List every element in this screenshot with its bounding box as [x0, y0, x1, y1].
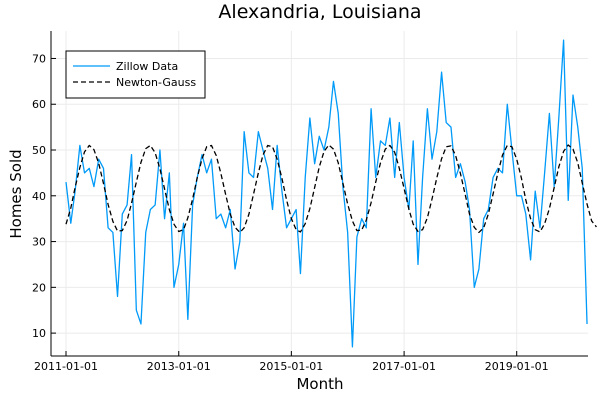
y-tick-label: 40 [32, 190, 46, 203]
x-axis-title: Month [296, 375, 343, 393]
legend: Zillow Data Newton-Gauss [65, 50, 206, 99]
y-axis-title: Homes Sold [7, 149, 25, 238]
y-tick-label: 20 [32, 281, 46, 294]
y-tick-label: 60 [32, 98, 46, 111]
y-tick-label: 10 [32, 327, 46, 340]
x-tick-label: 2017-01-01 [372, 360, 436, 373]
series-layer [65, 39, 597, 348]
chart-title: Alexandria, Louisiana [218, 1, 421, 23]
y-tick-label: 50 [32, 144, 46, 157]
x-tick-label: 2015-01-01 [259, 360, 323, 373]
x-tick-label: 2019-01-01 [485, 360, 549, 373]
legend-label-zillow-data: Zillow Data [116, 60, 178, 73]
ticks: 10 20 30 40 50 60 70 2011-01-01 2013-01-01 2015-0… [32, 52, 549, 373]
x-tick-label: 2011-01-01 [34, 360, 98, 373]
series-line-newton-gauss [65, 144, 597, 234]
axes [50, 31, 588, 357]
y-tick-label: 70 [32, 52, 46, 65]
legend-box [65, 50, 206, 99]
x-tick-label: 2013-01-01 [147, 360, 211, 373]
series-line-zillow-data [65, 39, 588, 348]
y-tick-label: 30 [32, 236, 46, 249]
legend-label-newton-gauss: Newton-Gauss [116, 76, 196, 89]
